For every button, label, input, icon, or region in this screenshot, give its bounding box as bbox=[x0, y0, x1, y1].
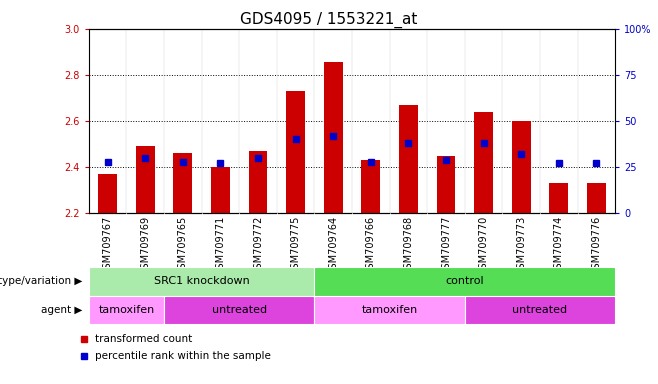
Text: GSM709768: GSM709768 bbox=[403, 216, 413, 275]
Bar bbox=[315, 267, 615, 296]
Bar bbox=[399, 105, 418, 213]
Text: GDS4095 / 1553221_at: GDS4095 / 1553221_at bbox=[240, 12, 418, 28]
Text: GSM709773: GSM709773 bbox=[517, 216, 526, 275]
Text: agent ▶: agent ▶ bbox=[41, 305, 82, 315]
Bar bbox=[89, 296, 164, 324]
Text: tamoxifen: tamoxifen bbox=[361, 305, 418, 315]
Text: GSM709766: GSM709766 bbox=[366, 216, 376, 275]
Text: GSM709770: GSM709770 bbox=[478, 216, 489, 275]
Text: GSM709776: GSM709776 bbox=[592, 216, 601, 275]
Text: percentile rank within the sample: percentile rank within the sample bbox=[95, 351, 270, 361]
Bar bbox=[136, 146, 155, 213]
Text: GSM709769: GSM709769 bbox=[140, 216, 150, 275]
Text: untreated: untreated bbox=[212, 305, 266, 315]
Text: GSM709774: GSM709774 bbox=[554, 216, 564, 275]
Bar bbox=[98, 174, 117, 213]
Bar bbox=[587, 183, 606, 213]
Bar bbox=[89, 267, 315, 296]
Bar bbox=[315, 296, 465, 324]
Bar bbox=[286, 91, 305, 213]
Bar bbox=[512, 121, 530, 213]
Text: GSM709772: GSM709772 bbox=[253, 216, 263, 275]
Bar bbox=[549, 183, 569, 213]
Text: GSM709764: GSM709764 bbox=[328, 216, 338, 275]
Text: untreated: untreated bbox=[513, 305, 568, 315]
Bar bbox=[164, 296, 315, 324]
Text: control: control bbox=[445, 276, 484, 286]
Text: genotype/variation ▶: genotype/variation ▶ bbox=[0, 276, 82, 286]
Bar bbox=[324, 62, 343, 213]
Bar bbox=[211, 167, 230, 213]
Text: GSM709765: GSM709765 bbox=[178, 216, 188, 275]
Bar bbox=[465, 296, 615, 324]
Text: SRC1 knockdown: SRC1 knockdown bbox=[154, 276, 249, 286]
Text: tamoxifen: tamoxifen bbox=[98, 305, 155, 315]
Text: transformed count: transformed count bbox=[95, 334, 191, 344]
Bar bbox=[361, 160, 380, 213]
Bar bbox=[249, 151, 267, 213]
Text: GSM709775: GSM709775 bbox=[291, 216, 301, 275]
Bar bbox=[174, 153, 192, 213]
Bar bbox=[437, 156, 455, 213]
Text: GSM709771: GSM709771 bbox=[215, 216, 226, 275]
Text: GSM709777: GSM709777 bbox=[441, 216, 451, 275]
Text: GSM709767: GSM709767 bbox=[103, 216, 113, 275]
Bar bbox=[474, 112, 493, 213]
